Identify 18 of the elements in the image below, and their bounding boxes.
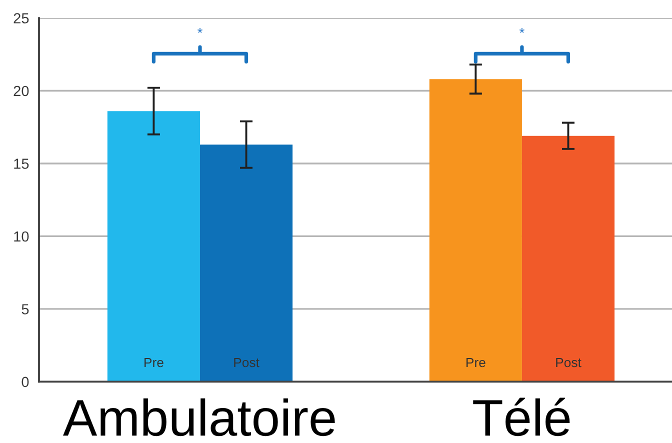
y-tick-label: 0 [22,376,29,388]
x-tick-label: Ambulatoire [62,398,335,436]
text: Pre [466,358,486,368]
y-tick-label: 10 [14,231,29,242]
bar [200,144,293,382]
bar [522,136,615,382]
y-tick-label: 25 [14,13,29,24]
y-tick-label: 5 [22,304,29,314]
bar [429,79,522,382]
y-tick-label: 20 [14,86,29,96]
annotation: * [198,28,202,33]
y-tick-label: 15 [14,158,29,169]
x-tick-label: Télé [473,398,570,436]
text: Post [556,358,582,368]
bar [107,111,200,382]
annotation: * [519,28,524,33]
series-label: Post [234,358,260,368]
series-label: Pre [144,358,164,368]
